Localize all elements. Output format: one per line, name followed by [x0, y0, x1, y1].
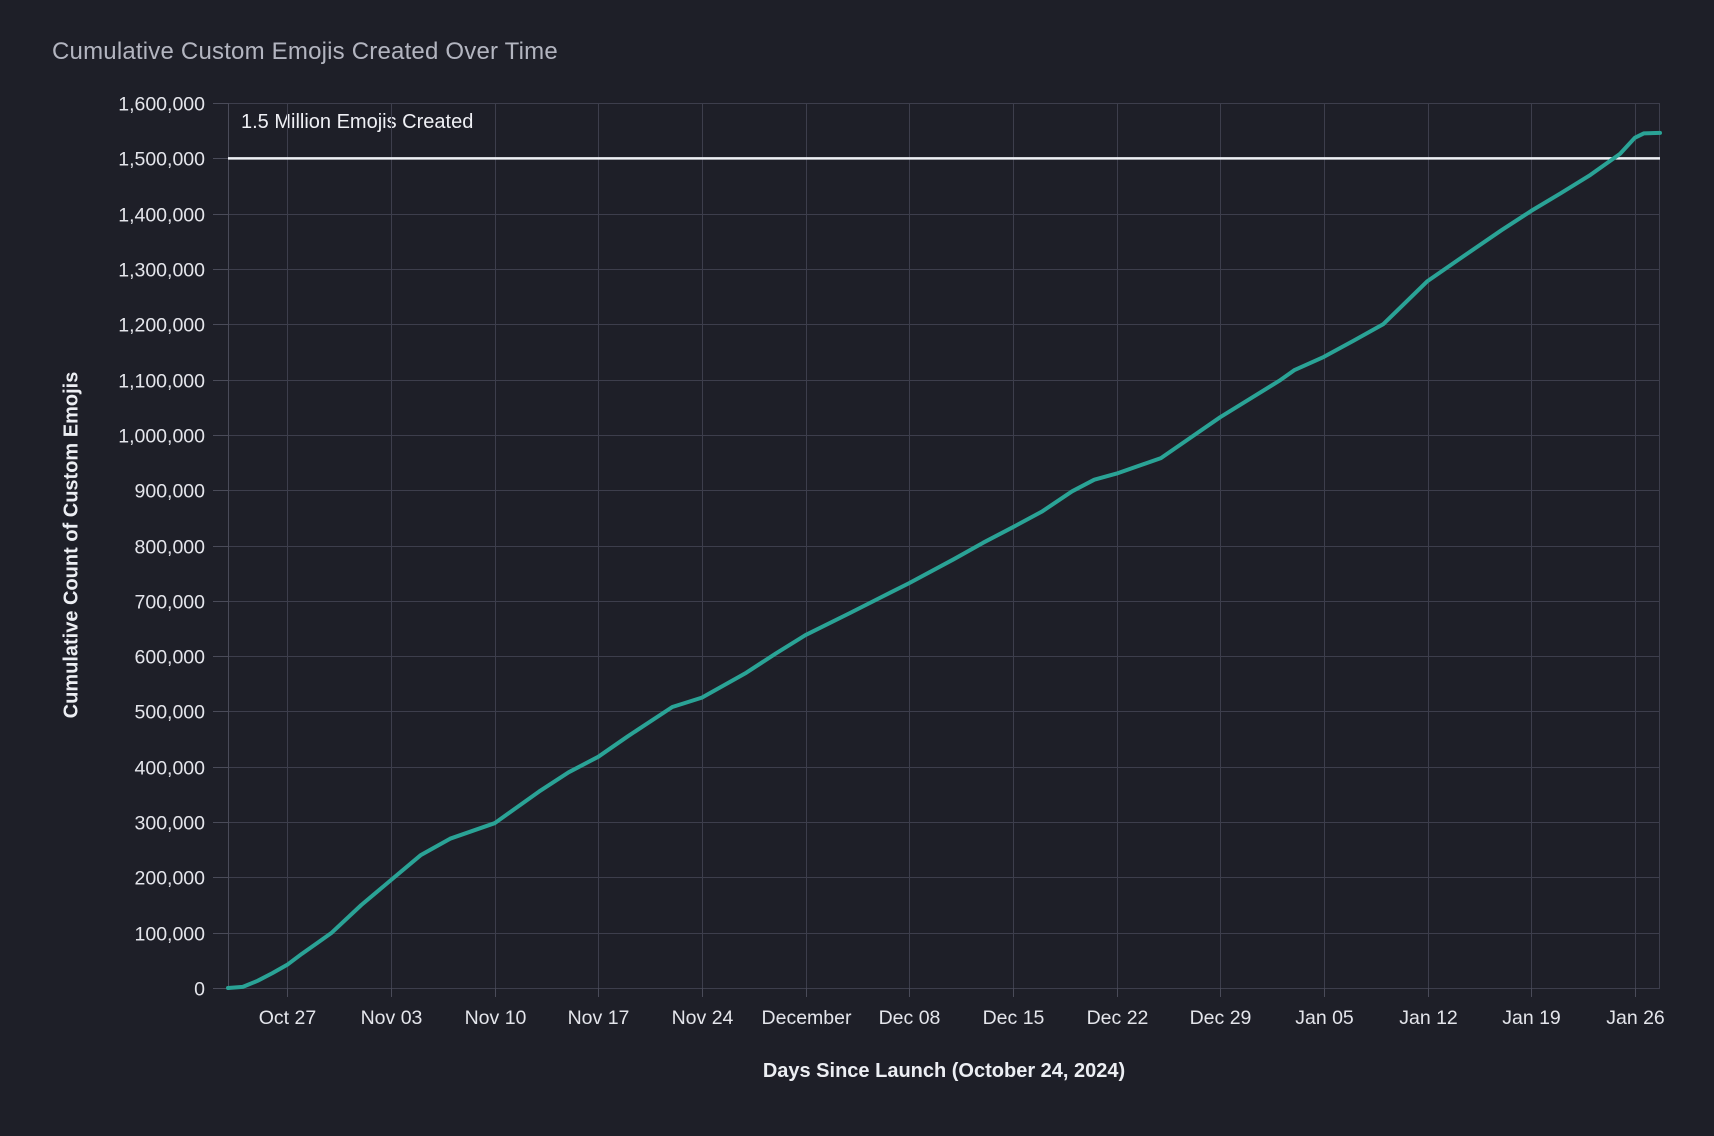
x-tick-label: Dec 22 — [1087, 1007, 1149, 1029]
y-tick-label: 0 — [194, 979, 205, 1001]
y-tick-label: 1,200,000 — [118, 315, 205, 337]
chart-title: Cumulative Custom Emojis Created Over Ti… — [52, 38, 558, 65]
x-tick-label: Dec 29 — [1190, 1007, 1252, 1029]
y-tick-label: 600,000 — [135, 647, 206, 669]
y-tick-label: 300,000 — [135, 813, 206, 835]
x-axis-title: Days Since Launch (October 24, 2024) — [762, 1060, 1126, 1082]
y-tick-label: 1,600,000 — [118, 94, 205, 116]
x-tick-label: December — [762, 1007, 852, 1029]
y-tick-label: 900,000 — [135, 481, 206, 503]
y-tick-label: 1,300,000 — [118, 260, 205, 282]
x-tick-label: Dec 08 — [879, 1007, 941, 1029]
y-tick-label: 200,000 — [135, 868, 206, 890]
x-tick-label: Nov 24 — [672, 1007, 734, 1029]
y-tick-label: 800,000 — [135, 537, 206, 559]
y-tick-label: 1,500,000 — [118, 149, 205, 171]
x-tick-label: Dec 15 — [983, 1007, 1045, 1029]
y-tick-label: 1,000,000 — [118, 426, 205, 448]
y-tick-label: 700,000 — [135, 592, 206, 614]
x-tick-label: Nov 03 — [361, 1007, 423, 1029]
x-tick-label: Jan 26 — [1606, 1007, 1665, 1029]
x-tick-label: Jan 12 — [1399, 1007, 1458, 1029]
y-tick-label: 500,000 — [135, 702, 206, 724]
x-tick-label: Nov 10 — [465, 1007, 527, 1029]
y-tick-label: 400,000 — [135, 758, 206, 780]
x-tick-label: Jan 05 — [1295, 1007, 1354, 1029]
x-tick-label: Jan 19 — [1502, 1007, 1561, 1029]
x-tick-label: Oct 27 — [259, 1007, 316, 1029]
y-tick-label: 100,000 — [135, 924, 206, 946]
cumulative-emojis-line — [226, 130, 1662, 990]
y-tick-label: 1,400,000 — [118, 205, 205, 227]
y-tick-label: 1,100,000 — [118, 371, 205, 393]
reference-line-label: 1.5 Million Emojis Created — [241, 111, 474, 133]
x-tick-label: Nov 17 — [568, 1007, 630, 1029]
